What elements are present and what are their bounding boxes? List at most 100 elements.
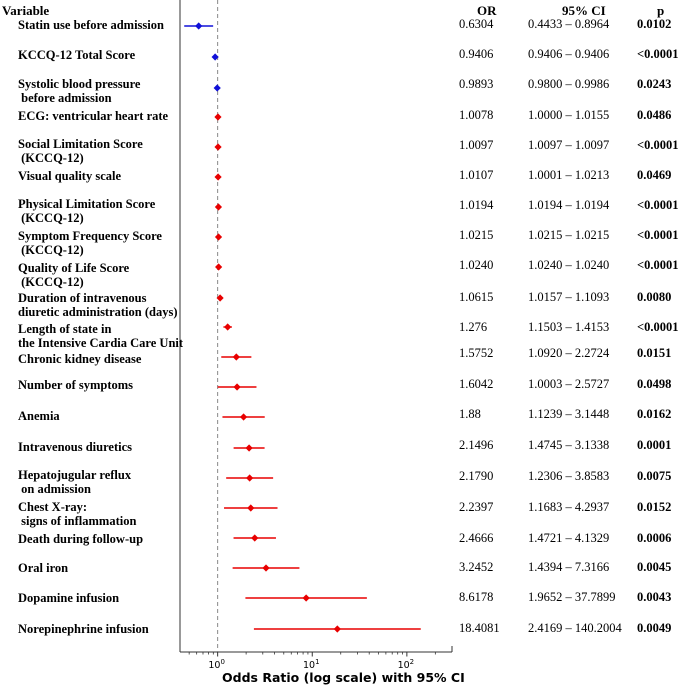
row-p-value: 0.0151: [637, 346, 672, 360]
or-marker: [245, 444, 253, 452]
header-variable: Variable: [2, 3, 50, 18]
row-variable-label: Length of state in the Intensive Cardia …: [18, 322, 184, 350]
header-p: p: [657, 3, 665, 18]
row-variable-label: Systolic blood pressure before admission: [18, 77, 141, 105]
or-marker: [214, 143, 222, 151]
row-ci-value: 1.0097 – 1.0097: [528, 138, 610, 152]
row-ci-value: 0.4433 – 0.8964: [528, 17, 610, 31]
row-or-value: 1.0107: [459, 168, 494, 182]
row-p-value: 0.0243: [637, 77, 672, 91]
row-variable-label: Visual quality scale: [18, 169, 122, 183]
row-p-value: <0.0001: [637, 320, 679, 334]
row-or-value: 1.5752: [459, 346, 494, 360]
x-tick-label: 102: [398, 658, 415, 671]
row-ci-value: 2.4169 – 140.2004: [528, 621, 622, 635]
row-or-value: 1.0097: [459, 138, 494, 152]
or-marker: [214, 113, 222, 121]
row-ci-value: 1.0920 – 2.2724: [528, 346, 610, 360]
row-ci-value: 0.9406 – 0.9406: [528, 47, 610, 61]
or-marker: [214, 233, 223, 241]
row-or-value: 2.1496: [459, 438, 494, 452]
row-variable-label: Duration of intravenous diuretic adminis…: [18, 291, 178, 319]
row-p-value: <0.0001: [637, 198, 679, 212]
row-ci-value: 1.1683 – 4.2937: [528, 500, 610, 514]
or-marker: [215, 263, 223, 271]
row-p-value: 0.0049: [637, 621, 672, 635]
x-axis-label: Odds Ratio (log scale) with 95% CI: [222, 670, 465, 685]
row-variable-label: Anemia: [18, 409, 60, 423]
row-ci-value: 1.0000 – 1.0155: [528, 108, 610, 122]
row-or-value: 2.2397: [459, 500, 494, 514]
row-ci-value: 1.0240 – 1.0240: [528, 258, 610, 272]
row-or-value: 1.0194: [459, 198, 494, 212]
row-p-value: <0.0001: [637, 228, 679, 242]
row-ci-value: 1.0215 – 1.0215: [528, 228, 610, 242]
x-tick-label: 100: [208, 658, 225, 671]
or-marker: [262, 564, 270, 572]
row-p-value: 0.0006: [637, 531, 672, 545]
row-ci-value: 1.0001 – 1.0213: [528, 168, 610, 182]
row-variable-label: Norepinephrine infusion: [18, 622, 149, 636]
row-variable-label: Chest X-ray: signs of inflammation: [18, 500, 137, 528]
row-variable-label: Hepatojugular reflux on admission: [18, 468, 132, 496]
row-or-value: 8.6178: [459, 590, 494, 604]
or-marker: [246, 474, 254, 482]
or-marker: [232, 353, 240, 361]
row-ci-value: 1.2306 – 3.8583: [528, 469, 610, 483]
or-marker: [195, 22, 203, 30]
row-ci-value: 1.4721 – 4.1329: [528, 531, 610, 545]
header-or: OR: [477, 3, 497, 18]
x-tick-label: 101: [303, 658, 320, 671]
or-marker: [333, 625, 341, 633]
row-p-value: <0.0001: [637, 47, 679, 61]
row-p-value: 0.0469: [637, 168, 672, 182]
row-p-value: <0.0001: [637, 138, 679, 152]
row-or-value: 0.9406: [459, 47, 494, 61]
row-variable-label: KCCQ-12 Total Score: [18, 48, 136, 62]
row-or-value: 0.6304: [459, 17, 494, 31]
row-ci-value: 0.9800 – 0.9986: [528, 77, 610, 91]
row-p-value: 0.0152: [637, 500, 672, 514]
row-or-value: 1.276: [459, 320, 488, 334]
row-p-value: <0.0001: [637, 258, 679, 272]
or-marker: [216, 294, 224, 302]
row-ci-value: 1.0194 – 1.0194: [528, 198, 610, 212]
row-variable-label: Dopamine infusion: [18, 591, 120, 605]
header-ci: 95% CI: [562, 3, 606, 18]
row-p-value: 0.0075: [637, 469, 672, 483]
row-or-value: 18.4081: [459, 621, 500, 635]
row-or-value: 3.2452: [459, 560, 494, 574]
row-ci-value: 1.4745 – 3.1338: [528, 438, 610, 452]
or-marker: [214, 203, 223, 211]
row-variable-label: Physical Limitation Score (KCCQ-12): [18, 197, 156, 225]
row-ci-value: 1.1503 – 1.4153: [528, 320, 610, 334]
or-marker: [251, 534, 259, 542]
row-p-value: 0.0080: [637, 290, 672, 304]
row-variable-label: Quality of Life Score (KCCQ-12): [18, 261, 130, 289]
row-variable-label: Statin use before admission: [18, 18, 164, 32]
row-variable-label: Number of symptoms: [18, 378, 134, 392]
row-or-value: 0.9893: [459, 77, 494, 91]
row-p-value: 0.0498: [637, 377, 672, 391]
row-variable-label: Death during follow-up: [18, 532, 144, 546]
row-variable-label: Symptom Frequency Score (KCCQ-12): [18, 229, 162, 257]
or-marker: [233, 383, 241, 391]
row-ci-value: 1.0157 – 1.1093: [528, 290, 610, 304]
row-p-value: 0.0001: [637, 438, 672, 452]
row-or-value: 2.1790: [459, 469, 494, 483]
or-marker: [224, 323, 232, 331]
row-variable-label: Chronic kidney disease: [18, 352, 142, 366]
row-p-value: 0.0043: [637, 590, 672, 604]
row-variable-label: Oral iron: [18, 561, 69, 575]
row-or-value: 2.4666: [459, 531, 494, 545]
row-or-value: 1.0078: [459, 108, 494, 122]
row-ci-value: 1.9652 – 37.7899: [528, 590, 616, 604]
or-marker: [214, 173, 222, 181]
row-p-value: 0.0486: [637, 108, 672, 122]
row-or-value: 1.0240: [459, 258, 494, 272]
row-variable-label: Social Limitation Score (KCCQ-12): [18, 137, 143, 165]
or-marker: [213, 84, 221, 92]
row-variable-label: Intravenous diuretics: [18, 440, 133, 454]
